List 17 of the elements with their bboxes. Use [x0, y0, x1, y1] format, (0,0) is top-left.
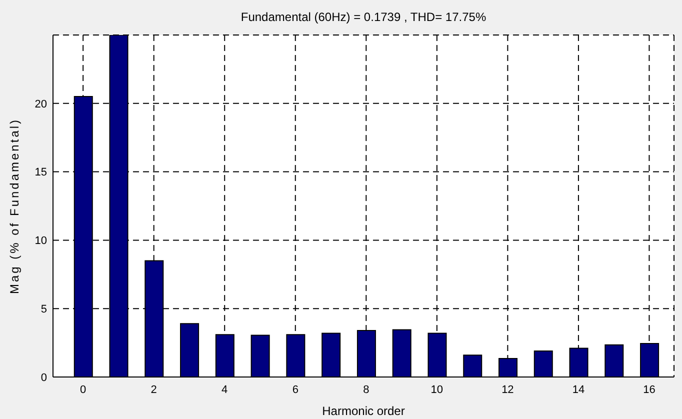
x-tick-label: 0: [80, 384, 86, 396]
y-tick-label: 15: [34, 166, 47, 179]
x-tick-label: 8: [363, 384, 370, 396]
x-tick-label: 6: [292, 384, 298, 396]
y-tick-label: 0: [40, 372, 47, 384]
y-tick-label: 5: [40, 304, 47, 316]
x-tick-label: 10: [430, 384, 444, 396]
x-tick-label: 2: [150, 384, 157, 396]
chart-title: Fundamental (60Hz) = 0.1739 , THD= 17.75%: [240, 10, 488, 24]
x-axis-title: Harmonic order: [322, 404, 405, 418]
y-axis-title: Mag (% of Fundamental): [7, 118, 22, 294]
x-tick-label: 12: [502, 384, 514, 396]
x-tick-label: 14: [572, 384, 585, 396]
x-tick-label: 4: [222, 384, 228, 396]
x-tick-label: 16: [643, 384, 656, 396]
y-tick-label: 20: [34, 98, 47, 110]
y-tick-label: 10: [34, 235, 47, 248]
